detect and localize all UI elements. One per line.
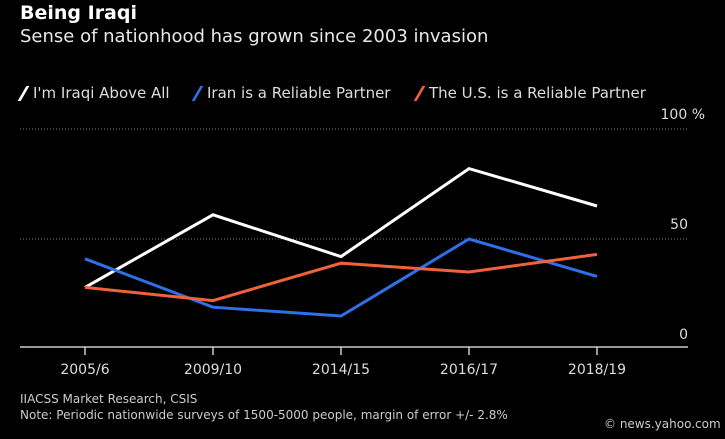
legend-item-iran: Iran is a Reliable Partner <box>191 84 391 102</box>
legend-item-iraqi: I'm Iraqi Above All <box>17 84 170 102</box>
chart-subtitle: Sense of nationhood has grown since 2003… <box>20 26 489 47</box>
watermark: © news.yahoo.com <box>604 417 721 431</box>
y-tick-label: 100 % <box>661 107 705 123</box>
x-tick-label: 2016/17 <box>440 362 498 378</box>
series-line-2 <box>84 252 598 303</box>
chart-title: Being Iraqi <box>20 2 137 24</box>
legend-label: I'm Iraqi Above All <box>33 84 170 102</box>
legend-label: Iran is a Reliable Partner <box>207 84 391 102</box>
x-tick-label: 2005/6 <box>60 362 109 378</box>
y-tick-label: 0 <box>679 327 688 343</box>
legend-label: The U.S. is a Reliable Partner <box>429 84 646 102</box>
legend-item-us: The U.S. is a Reliable Partner <box>413 84 646 102</box>
series-line-1 <box>84 237 598 318</box>
y-tick-label: 50 <box>670 217 688 233</box>
series-line-0 <box>84 166 598 289</box>
source-text: IIACSS Market Research, CSIS <box>20 392 198 406</box>
x-tick-label: 2018/19 <box>568 362 626 378</box>
x-tick-label: 2009/10 <box>184 362 242 378</box>
note-text: Note: Periodic nationwide surveys of 150… <box>20 408 508 422</box>
x-tick-label: 2014/15 <box>312 362 370 378</box>
